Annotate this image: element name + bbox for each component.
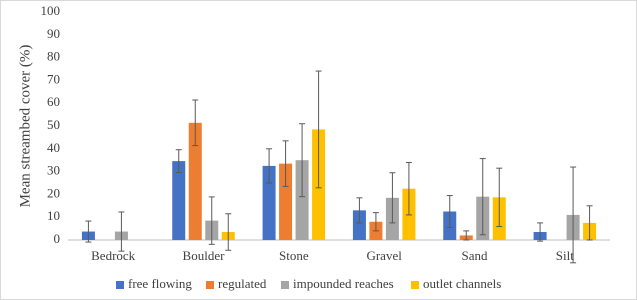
x-tick-label: Sand (462, 248, 489, 263)
y-tick-label: 80 (47, 49, 60, 64)
error-bar (225, 213, 232, 251)
legend-swatch (206, 281, 214, 289)
error-bar (266, 148, 273, 184)
bar (172, 161, 186, 240)
error-bar (405, 161, 412, 216)
y-tick-label: 60 (47, 94, 60, 109)
bar (295, 160, 309, 240)
y-tick-label: 40 (47, 140, 60, 155)
error-bar (315, 70, 322, 189)
bar (352, 210, 366, 240)
legend-label: regulated (218, 276, 267, 291)
bar (262, 165, 276, 240)
error-bar (118, 211, 125, 252)
legend-label: free flowing (128, 276, 192, 291)
error-bar (372, 212, 379, 232)
y-tick-label: 90 (47, 26, 60, 41)
y-tick-label: 30 (47, 163, 60, 178)
y-tick-label: 0 (54, 231, 61, 246)
error-bar (537, 222, 544, 242)
y-tick-label: 70 (47, 71, 60, 86)
x-tick-label: Boulder (183, 248, 226, 263)
x-tick-label: Silt (556, 248, 574, 263)
error-bar (496, 167, 503, 228)
error-bar (208, 196, 215, 245)
legend-swatch (281, 281, 289, 289)
error-bar (479, 158, 486, 236)
legend-label: outlet channels (423, 276, 501, 291)
legend-swatch (116, 281, 124, 289)
bar (279, 163, 293, 240)
error-bar (389, 172, 396, 224)
y-tick-label: 20 (47, 185, 60, 200)
bar (188, 122, 202, 240)
y-axis-label: Mean streambed cover (%) (17, 45, 33, 208)
error-bar (446, 195, 453, 228)
x-tick-label: Stone (279, 248, 309, 263)
error-bar (192, 99, 199, 147)
error-bar (85, 220, 92, 243)
error-bar (463, 230, 470, 241)
y-tick-label: 50 (47, 117, 60, 132)
x-tick-label: Gravel (366, 248, 402, 263)
y-tick-label: 100 (41, 3, 61, 18)
error-bar (586, 205, 593, 241)
error-bar (282, 140, 289, 187)
error-bar (356, 197, 363, 224)
y-tick-label: 10 (47, 208, 60, 223)
legend-label: impounded reaches (293, 276, 394, 291)
error-bar (299, 123, 306, 198)
legend-swatch (411, 281, 419, 289)
error-bar (175, 149, 182, 174)
error-bar (570, 166, 577, 264)
x-tick-label: Bedrock (91, 248, 136, 263)
